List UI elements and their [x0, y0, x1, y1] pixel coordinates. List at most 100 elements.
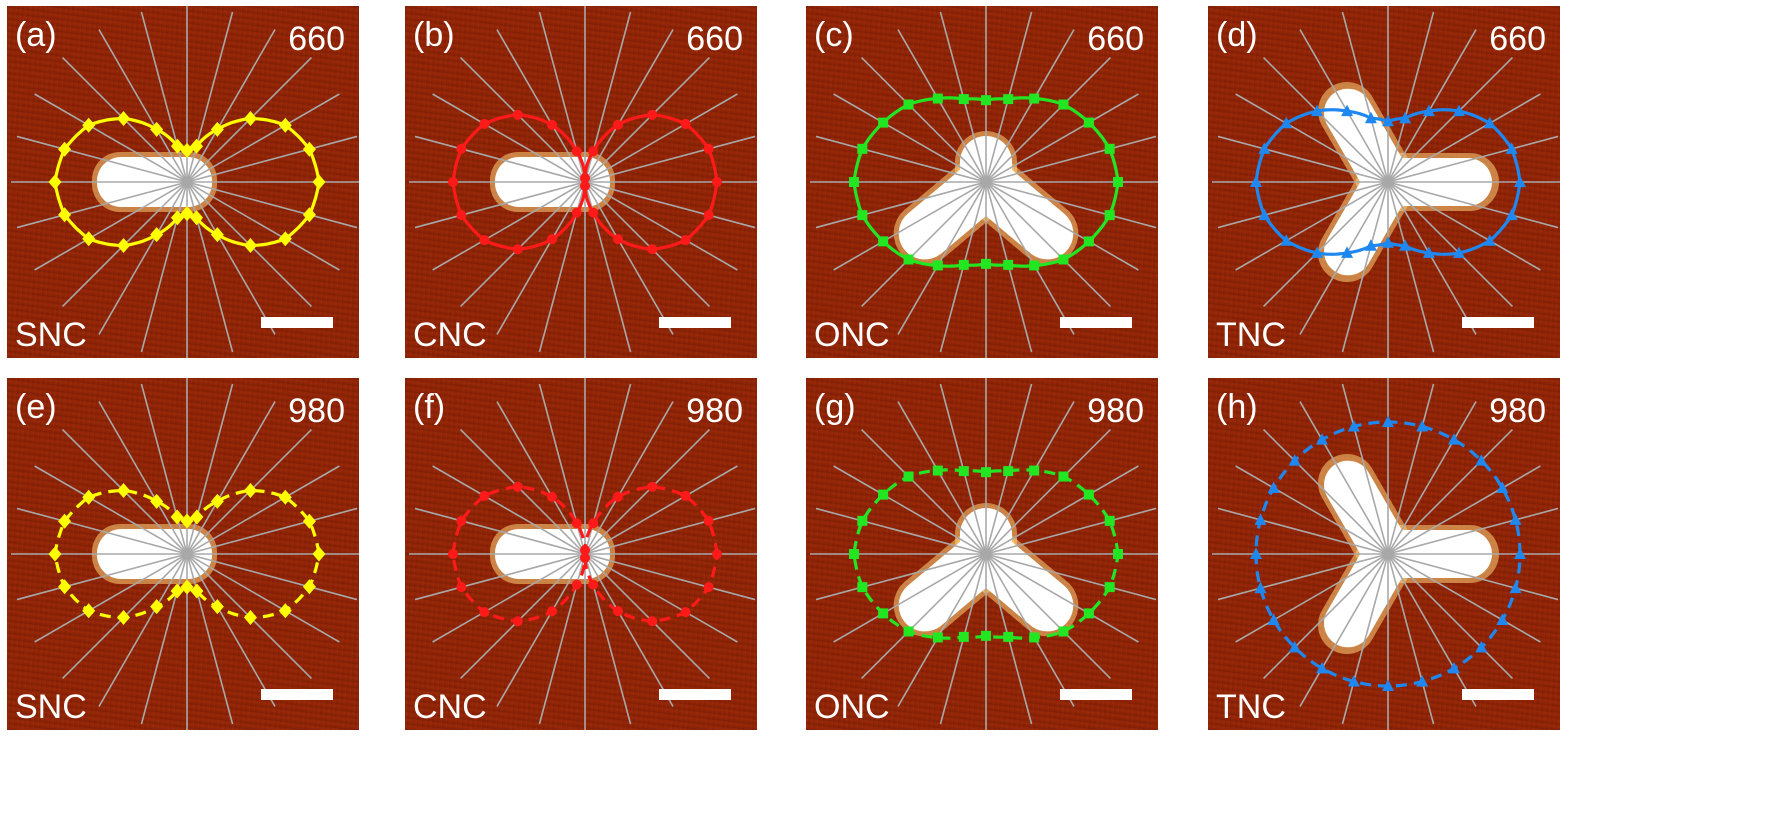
data-point — [1288, 454, 1301, 466]
data-point — [82, 117, 96, 133]
data-point — [1514, 547, 1526, 559]
data-point — [278, 231, 292, 247]
data-point — [1316, 433, 1328, 445]
structure-name: TNC — [1216, 316, 1286, 354]
data-point — [82, 603, 96, 619]
polar-spokes — [1212, 6, 1560, 358]
data-point — [190, 138, 204, 154]
data-point — [448, 177, 458, 187]
panel-label: (a) — [15, 16, 57, 54]
data-point — [903, 626, 914, 637]
data-point — [849, 177, 859, 187]
data-point — [1505, 208, 1518, 221]
wavelength-label: 980 — [288, 392, 345, 430]
data-point — [1058, 471, 1069, 482]
data-point — [479, 490, 490, 501]
data-point — [243, 483, 257, 499]
data-point — [680, 607, 691, 618]
structure-name: CNC — [413, 316, 487, 354]
data-point — [1104, 515, 1115, 526]
data-point — [117, 111, 131, 127]
data-point — [312, 174, 326, 190]
panel-label: (d) — [1216, 16, 1258, 54]
data-point — [1267, 613, 1280, 625]
data-point — [613, 119, 623, 130]
data-point — [150, 493, 164, 509]
data-point — [580, 180, 590, 191]
data-point — [981, 258, 991, 269]
wavelength-label: 980 — [1087, 392, 1144, 430]
scale-bar — [1060, 689, 1132, 700]
data-point — [170, 210, 184, 226]
data-point — [302, 141, 316, 157]
data-point — [1003, 466, 1014, 477]
data-point — [1250, 175, 1262, 187]
data-point — [302, 207, 316, 223]
data-point — [571, 518, 582, 529]
panel-label: (g) — [814, 388, 856, 426]
data-point — [150, 599, 164, 615]
data-point — [1382, 679, 1394, 691]
data-point — [48, 174, 62, 190]
structure-name: SNC — [15, 316, 87, 354]
data-point — [878, 608, 889, 619]
data-point — [1058, 254, 1069, 265]
data-point — [278, 489, 292, 505]
polar-spoke — [1217, 507, 1559, 601]
polar-spoke — [1217, 135, 1559, 229]
data-point — [1029, 93, 1040, 104]
panel-label: (f) — [413, 388, 446, 426]
panel-label: (c) — [814, 16, 854, 54]
data-point — [1280, 116, 1293, 129]
data-point — [1483, 116, 1496, 129]
data-point — [1083, 489, 1094, 500]
data-point — [1104, 210, 1115, 221]
data-point — [588, 518, 599, 529]
polar-plot — [409, 6, 757, 358]
data-point — [958, 259, 969, 270]
data-point — [190, 583, 204, 599]
data-point — [1104, 582, 1115, 593]
data-point — [849, 549, 859, 559]
data-point — [1258, 208, 1271, 221]
polar-spoke — [16, 507, 358, 601]
data-point — [1311, 246, 1324, 258]
data-point — [117, 483, 131, 499]
data-point — [1514, 175, 1526, 187]
figure-panel: (b) 660 CNC — [405, 6, 757, 358]
data-point — [1267, 481, 1280, 493]
data-point — [180, 206, 194, 222]
data-point — [1347, 419, 1360, 432]
data-point — [1364, 239, 1377, 251]
data-point — [571, 207, 582, 218]
data-point — [190, 210, 204, 226]
data-point — [613, 234, 623, 245]
data-point — [932, 260, 943, 271]
data-point — [1416, 675, 1429, 687]
data-point — [878, 117, 889, 128]
data-point — [981, 95, 991, 106]
data-point — [479, 235, 490, 246]
structure-name: ONC — [814, 688, 890, 726]
data-point — [190, 509, 204, 525]
scale-bar — [1060, 317, 1132, 328]
data-point — [958, 631, 969, 642]
data-point — [932, 465, 943, 476]
data-point — [512, 481, 523, 492]
data-point — [857, 210, 868, 221]
data-point — [1104, 143, 1115, 154]
scale-bar — [1462, 689, 1534, 700]
data-point — [1280, 234, 1293, 246]
data-point — [1399, 239, 1412, 251]
data-point — [1347, 675, 1360, 687]
polar-plot — [810, 378, 1158, 730]
data-point — [1422, 246, 1435, 258]
data-point — [903, 99, 914, 110]
data-point — [1258, 142, 1271, 154]
data-point — [588, 579, 599, 590]
data-point — [857, 582, 868, 593]
data-point — [547, 491, 557, 502]
data-point — [580, 173, 590, 184]
wavelength-label: 660 — [288, 20, 345, 58]
data-point — [958, 94, 969, 105]
